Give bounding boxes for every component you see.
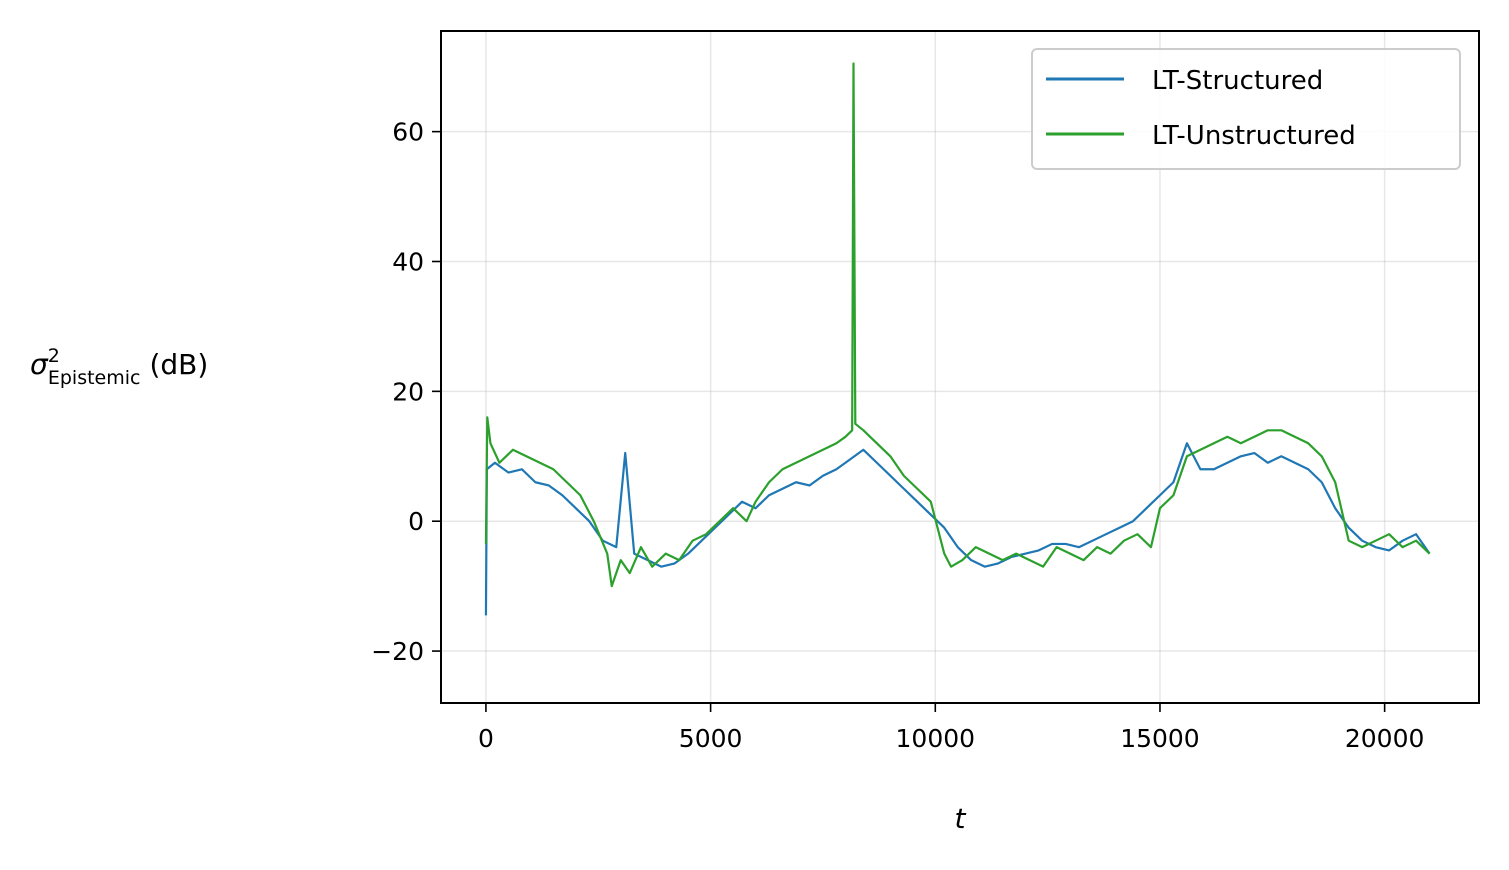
y-tick-label: 60: [392, 118, 424, 147]
x-axis-label: t: [955, 802, 967, 835]
series-line-lt-structured: [484, 442, 1431, 616]
legend-label-lt-structured: LT-Structured: [1152, 66, 1323, 96]
x-tick-label: 20000: [1345, 724, 1425, 753]
y-axis-label-subscript: Epistemic: [48, 367, 141, 389]
x-tick-label: 0: [478, 724, 494, 753]
x-tick-label: 10000: [896, 724, 976, 753]
y-tick-label: 20: [392, 377, 424, 406]
y-axis-label-symbol: σ: [30, 348, 49, 381]
y-axis-ticks: −20 0 20 40 60: [371, 118, 441, 666]
y-tick-label: 0: [408, 507, 424, 536]
plot-frame: [440, 30, 1480, 704]
legend-label-lt-unstructured: LT-Unstructured: [1152, 121, 1356, 151]
y-tick-label: −20: [371, 637, 424, 666]
series-line-lt-unstructured: [484, 62, 1431, 588]
legend: LT-Structured LT-Unstructured: [1031, 48, 1461, 170]
x-tick-label: 5000: [679, 724, 743, 753]
x-tick-label: 15000: [1120, 724, 1200, 753]
y-tick-label: 40: [392, 247, 424, 276]
legend-box: [1031, 48, 1461, 170]
series-layer: [484, 62, 1431, 616]
y-axis-label: σ2 Epistemic (dB): [30, 345, 208, 389]
y-axis-label-superscript: 2: [48, 345, 60, 367]
y-axis-label-unit: (dB): [149, 348, 208, 381]
x-axis-ticks: 0 5000 10000 15000 20000: [478, 703, 1424, 753]
